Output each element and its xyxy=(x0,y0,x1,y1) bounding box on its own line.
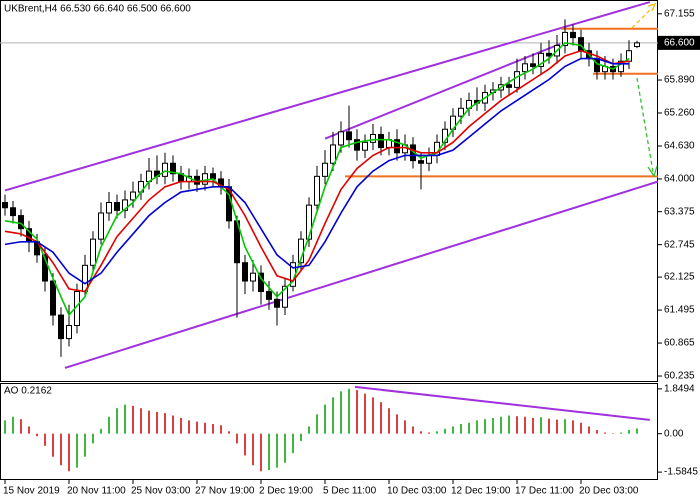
y-tick-label: 0.00 xyxy=(664,428,684,439)
x-tick-label: 5 Dec 11:00 xyxy=(323,486,377,497)
x-tick-label: 10 Dec 03:00 xyxy=(387,486,447,497)
candle-body xyxy=(322,162,328,177)
axes: 67.155 65.890 65.260 64.630 64.000 63.375 62.7… xyxy=(3,8,700,497)
chart-title: UKBrent,H4 66.530 66.640 66.500 66.600 xyxy=(4,4,191,15)
candle-body xyxy=(162,162,168,177)
x-tick-label: 27 Nov 19:00 xyxy=(195,486,255,497)
ao-title: AO 0.2162 xyxy=(4,386,52,397)
y-tick-label: 62.745 xyxy=(664,239,695,250)
candle-body xyxy=(578,37,584,52)
candle-body xyxy=(114,202,120,211)
y-tick-label: 62.125 xyxy=(664,272,695,283)
y-tick-label: 1.8494 xyxy=(664,384,695,395)
candle-body xyxy=(522,63,528,73)
candle-body xyxy=(42,254,48,282)
candle-body xyxy=(122,199,128,211)
candle-body xyxy=(506,84,512,88)
x-tick-label: 20 Nov 11:00 xyxy=(67,486,126,497)
candle-body xyxy=(90,238,96,266)
y-tick-label: 65.890 xyxy=(664,75,695,86)
arrow xyxy=(636,77,654,173)
candle-body xyxy=(314,175,320,206)
x-tick-label: 20 Dec 03:00 xyxy=(579,486,639,497)
x-tick-label: 12 Dec 19:00 xyxy=(451,486,511,497)
candle-body xyxy=(66,325,72,340)
y-tick-label: -1.5845 xyxy=(664,467,698,478)
arrow-head xyxy=(647,2,657,12)
arrow-head xyxy=(647,165,658,178)
x-tick-label: 25 Nov 03:00 xyxy=(131,486,191,497)
y-tick-label: 65.260 xyxy=(664,108,695,119)
x-tick-label: 17 Dec 11:00 xyxy=(515,486,574,497)
trend-line xyxy=(4,1,651,192)
candle-body xyxy=(2,202,8,209)
y-tick-label: 67.155 xyxy=(664,8,695,19)
price-label: 66.600 xyxy=(664,38,695,49)
candle-body xyxy=(458,107,464,117)
trend-line xyxy=(354,385,650,421)
candle-body xyxy=(10,207,16,217)
y-tick-label: 64.630 xyxy=(664,141,695,152)
candle-body xyxy=(306,204,312,240)
candle-body xyxy=(370,133,376,143)
candle-body xyxy=(514,71,520,88)
candle-body xyxy=(242,262,248,282)
candle-body xyxy=(170,162,176,175)
y-tick-label: 64.000 xyxy=(664,174,695,185)
trend-line xyxy=(64,180,658,369)
price-panel xyxy=(0,0,658,382)
candle-body xyxy=(634,42,640,48)
x-tick-label: 2 Dec 19:00 xyxy=(259,486,313,497)
ao-panel xyxy=(0,383,658,480)
candle-body xyxy=(202,173,208,185)
candle-body xyxy=(98,212,104,240)
price-plot xyxy=(0,1,658,369)
y-tick-label: 60.235 xyxy=(664,371,695,382)
ao-plot xyxy=(4,385,650,472)
candle-body xyxy=(250,272,256,282)
candle-body xyxy=(378,133,384,149)
candle-body xyxy=(266,290,272,300)
candle-body xyxy=(418,160,424,164)
candle-body xyxy=(570,31,576,39)
candle-body xyxy=(18,215,24,230)
x-tick-label: 15 Nov 2019 xyxy=(3,486,60,497)
candle-body xyxy=(130,191,136,201)
candle-body xyxy=(274,298,280,308)
candle-body xyxy=(562,31,568,46)
price-label-box xyxy=(658,35,700,50)
moving-average xyxy=(4,42,630,317)
candle-body xyxy=(346,131,352,141)
candle-body xyxy=(58,314,64,340)
candle-body xyxy=(282,285,288,308)
candle-body xyxy=(546,52,552,57)
candle-body xyxy=(394,139,400,154)
moving-average xyxy=(4,49,630,293)
candle-body xyxy=(618,60,624,73)
trend-line xyxy=(324,42,561,140)
candle-body xyxy=(538,52,544,67)
candle-body xyxy=(106,202,112,214)
candle-body xyxy=(50,280,56,316)
candle-body xyxy=(354,139,360,151)
candle-body xyxy=(530,63,536,67)
y-tick-label: 61.495 xyxy=(664,305,695,316)
candle-body xyxy=(362,141,368,151)
arrow xyxy=(631,7,653,29)
y-tick-label: 60.865 xyxy=(664,338,695,349)
y-tick-label: 63.375 xyxy=(664,206,695,217)
moving-average xyxy=(4,57,629,285)
candle-body xyxy=(338,131,344,146)
candle-body xyxy=(330,144,336,164)
